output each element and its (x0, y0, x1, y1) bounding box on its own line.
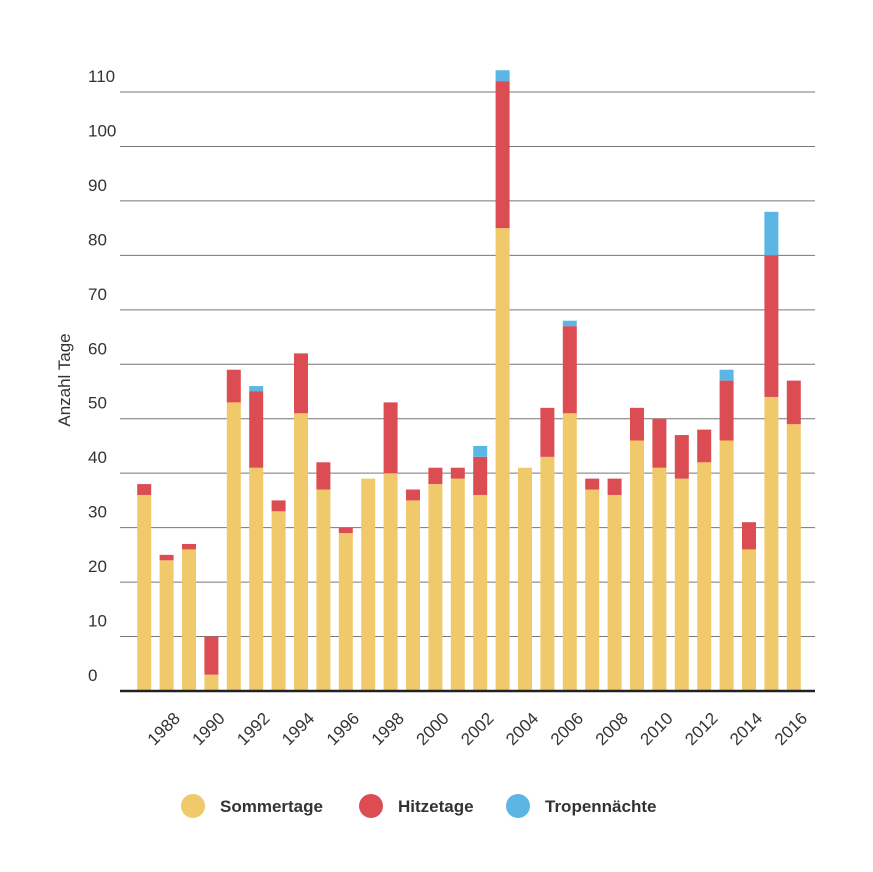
x-tick-label: 1990 (189, 709, 229, 749)
x-tick-label: 2000 (413, 709, 453, 749)
x-tick-label: 1994 (278, 709, 318, 749)
bar-segment (316, 489, 331, 691)
y-tick-label: 70 (88, 285, 107, 304)
bar-segment (383, 473, 398, 691)
x-tick-label: 2016 (771, 709, 811, 749)
bar-segment (764, 255, 779, 397)
bar-segment (630, 407, 644, 441)
bar-segment (428, 467, 443, 485)
bar-segment (764, 396, 779, 691)
bar-segment (540, 407, 555, 457)
y-tick-label: 20 (88, 557, 107, 576)
x-tick-label: 2004 (502, 709, 542, 749)
bar-segment (249, 386, 264, 392)
bar-segment (249, 467, 264, 691)
bar-segment (294, 413, 308, 691)
bar-segment (652, 418, 667, 468)
bar-segment (159, 560, 174, 691)
bar-segment (182, 549, 196, 691)
x-tick-label: 1998 (368, 709, 408, 749)
bar-segment (450, 467, 465, 479)
y-tick-label: 40 (88, 448, 107, 467)
y-tick-label: 110 (88, 67, 115, 86)
bar-segment (361, 478, 376, 691)
bar-segment (719, 369, 734, 381)
x-tick-label: 2014 (726, 709, 766, 749)
y-tick-label: 90 (88, 176, 107, 195)
legend-marker (359, 794, 383, 818)
legend-label: Tropennächte (545, 797, 656, 816)
bar-segment (473, 456, 488, 495)
bar-segment (630, 440, 644, 691)
x-tick-label: 2012 (681, 709, 721, 749)
x-tick-label: 2008 (592, 709, 632, 749)
bar-segment (137, 484, 152, 495)
bar-segment (249, 391, 264, 468)
bar-segment (607, 494, 622, 691)
bar-segment (316, 462, 331, 490)
x-tick-label: 2006 (547, 709, 587, 749)
bar-segment (786, 424, 801, 691)
y-tick-label: 80 (88, 230, 107, 249)
bar-segment (226, 402, 241, 691)
bar-segment (674, 435, 689, 479)
y-tick-label: 30 (88, 503, 107, 522)
bar-segment (473, 445, 488, 457)
y-tick-label: 50 (88, 394, 107, 413)
bar-segment (518, 467, 532, 691)
legend-label: Hitzetage (398, 797, 474, 816)
bar-segment (271, 500, 286, 512)
bar-segment (652, 467, 667, 691)
bar-segment (585, 478, 600, 490)
bar-segment (182, 543, 196, 550)
bar-segment (562, 413, 577, 691)
bar-segment (450, 478, 465, 691)
bar-segment (159, 554, 174, 561)
y-tick-label: 100 (88, 121, 116, 140)
bar-segment (338, 527, 353, 534)
bar-segment (383, 402, 398, 474)
bar-segment (473, 494, 488, 691)
bar-segment (495, 70, 510, 82)
y-tick-label: 0 (88, 666, 97, 685)
bar-segment (137, 494, 152, 691)
x-tick-label: 1992 (233, 709, 273, 749)
y-tick-label: 10 (88, 612, 107, 631)
x-tick-label: 1988 (144, 709, 184, 749)
legend-label: Sommertage (220, 797, 323, 816)
bar-segment (697, 462, 712, 691)
x-tick-label: 2010 (637, 709, 677, 749)
bar-segment (406, 489, 420, 501)
bar-segment (719, 380, 734, 441)
bar-segment (271, 511, 286, 691)
legend-marker (181, 794, 205, 818)
bar-segment (562, 320, 577, 327)
bar-segment (226, 369, 241, 403)
bar-segment (764, 211, 779, 256)
bar-segment (338, 533, 353, 691)
bar-segment (204, 636, 219, 675)
bar-segment (562, 326, 577, 414)
x-tick-label: 2002 (457, 709, 497, 749)
bar-segment (495, 228, 510, 692)
y-axis-label: Anzahl Tage (55, 333, 74, 426)
legend-marker (506, 794, 530, 818)
bar-segment (719, 440, 734, 691)
bar-segment (406, 500, 420, 691)
bar-segment (204, 674, 219, 691)
bar-segment (495, 81, 510, 229)
bar-segment (294, 353, 308, 414)
bar-segment (674, 478, 689, 691)
bar-segment (607, 478, 622, 495)
y-tick-label: 60 (88, 339, 107, 358)
bar-segment (540, 456, 555, 691)
bar-segment (786, 380, 801, 425)
bar-segment (742, 522, 756, 550)
bar-segment (697, 429, 712, 463)
bar-segment (428, 484, 443, 691)
bar-segment (585, 489, 600, 691)
x-tick-label: 1996 (323, 709, 363, 749)
bar-segment (742, 549, 756, 691)
